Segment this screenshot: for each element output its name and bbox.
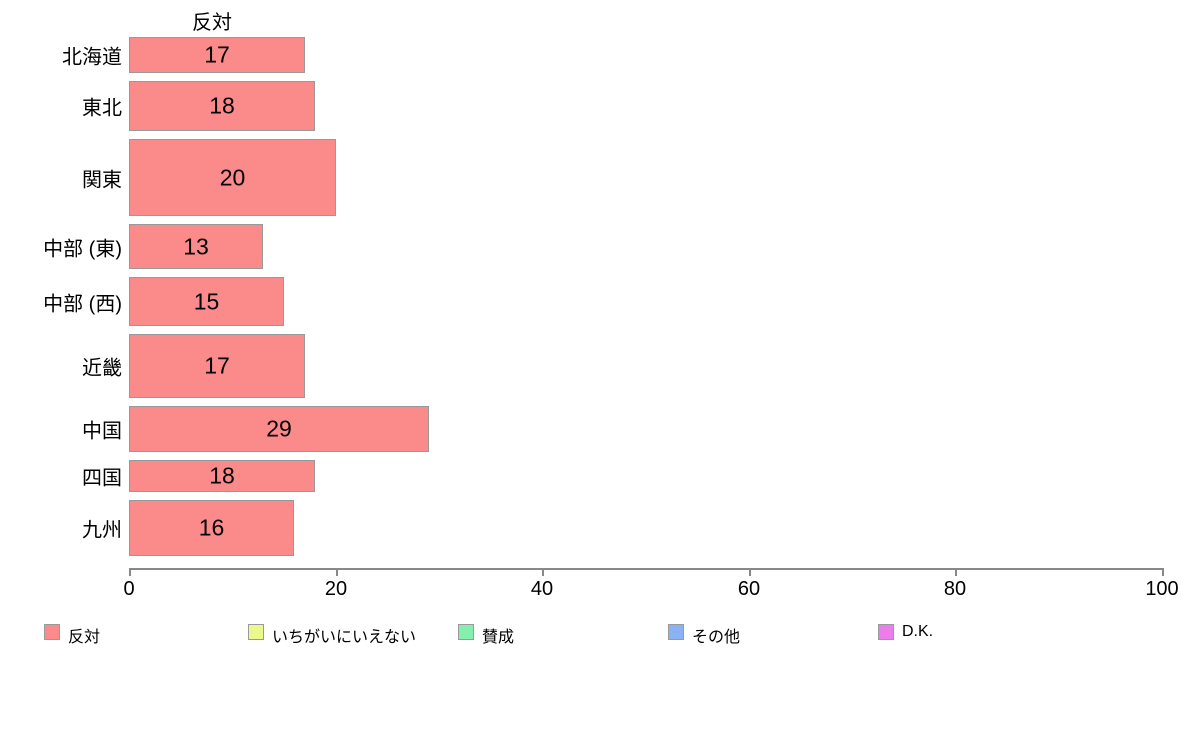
x-axis-tick-label: 20 [324,578,348,600]
x-axis-tick [129,568,131,576]
chart-title: 反対 [192,12,232,34]
bar-北海道 [129,37,305,73]
bar-関東 [129,139,336,216]
bar-value-label: 18 [209,462,235,489]
bar-東北 [129,81,315,131]
bar-value-label: 20 [219,164,246,190]
legend-label: その他 [692,629,741,646]
bar-近畿 [129,334,305,398]
legend-label: 賛成 [482,629,515,646]
category-label: 中部 (西) [43,293,122,315]
bar-九州 [129,500,294,556]
x-axis-line [129,568,1162,570]
category-label: 北海道 [62,46,122,69]
legend-swatch-賛成 [458,624,474,640]
bar-四国 [129,460,315,492]
bar-value-label: 15 [193,288,220,314]
category-label: 中国 [82,420,122,443]
legend-label: D.K. [902,623,934,640]
bar-value-label: 29 [266,415,292,442]
legend-swatch-いちがいにいえない [248,624,264,640]
bar-中国 [129,406,429,452]
x-axis-tick-label: 60 [737,578,761,600]
legend-label: 反対 [68,629,101,646]
x-axis-tick-label: 0 [123,578,135,600]
x-axis-tick [336,568,338,576]
x-axis-tick [542,568,544,576]
legend-swatch-その他 [668,624,684,640]
legend-label: いちがいにいえない [272,629,417,646]
x-axis-tick-label: 100 [1145,578,1179,600]
category-label: 中部 (東) [43,238,122,260]
bar-中部 (西) [129,277,284,326]
bar-value-label: 18 [209,92,235,119]
category-label: 関東 [82,169,122,191]
x-axis-tick-label: 80 [943,578,967,600]
category-label: 東北 [82,97,122,120]
bar-value-label: 16 [198,514,225,541]
x-axis-tick [955,568,957,576]
legend-swatch-D.K. [878,624,894,640]
category-label: 四国 [82,467,122,490]
category-label: 近畿 [82,357,122,380]
bar-value-label: 13 [183,233,209,259]
x-axis-tick-label: 40 [530,578,554,600]
bar-中部 (東) [129,224,263,269]
x-axis-tick [1162,568,1164,576]
bar-value-label: 17 [204,41,230,68]
category-label: 九州 [82,519,122,542]
bar-value-label: 17 [204,352,230,379]
legend-swatch-反対 [44,624,60,640]
x-axis-tick [749,568,751,576]
